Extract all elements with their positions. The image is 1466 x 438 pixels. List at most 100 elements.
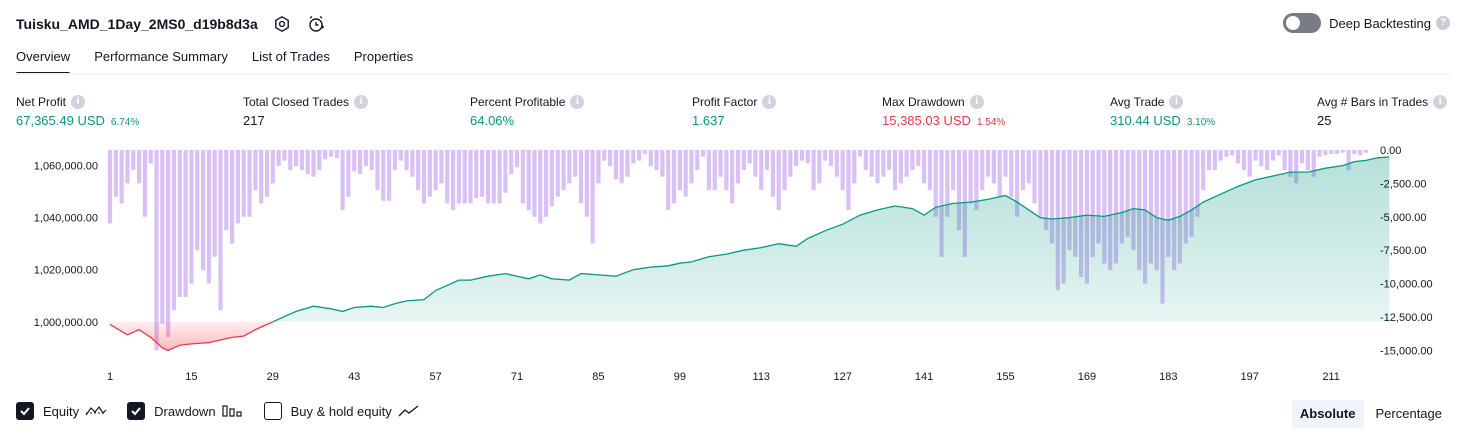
metric-value: 15,385.03 USD bbox=[882, 113, 971, 128]
drawdown-bar bbox=[253, 150, 258, 191]
alarm-add-icon[interactable] bbox=[306, 14, 326, 34]
drawdown-bar bbox=[584, 150, 589, 217]
drawdown-bar bbox=[416, 150, 421, 191]
info-icon[interactable]: i bbox=[762, 95, 777, 109]
drawdown-bar bbox=[858, 150, 863, 157]
tab-list-of-trades[interactable]: List of Trades bbox=[251, 49, 330, 64]
x-tick: 141 bbox=[915, 371, 933, 383]
drawdown-bar bbox=[828, 150, 834, 167]
drawdown-bar bbox=[532, 150, 537, 217]
drawdown-bar bbox=[549, 150, 555, 207]
drawdown-bar bbox=[410, 150, 415, 177]
help-icon[interactable]: ? bbox=[1436, 16, 1450, 30]
info-icon[interactable]: i bbox=[71, 95, 86, 109]
metric-value: 310.44 USD bbox=[1110, 113, 1181, 128]
metric-value: 217 bbox=[243, 113, 265, 128]
drawdown-bar bbox=[387, 150, 392, 201]
y-tick-right: -10,000.00 bbox=[1380, 279, 1433, 291]
checkbox-box bbox=[127, 402, 146, 420]
settings-icon[interactable] bbox=[272, 14, 292, 34]
drawdown-bar bbox=[1125, 150, 1130, 237]
absolute-button[interactable]: Absolute bbox=[1291, 400, 1364, 428]
drawdown-bar bbox=[1294, 150, 1299, 184]
drawdown-bar bbox=[1311, 150, 1316, 177]
drawdown-bar bbox=[910, 150, 915, 171]
drawdown-bar bbox=[1189, 150, 1194, 237]
drawdown-bar bbox=[1334, 150, 1340, 155]
equity-checkbox[interactable]: Equity bbox=[16, 402, 107, 420]
tab-bar: Overview Performance Summary List of Tra… bbox=[16, 46, 437, 75]
metric-value: 1.637 bbox=[692, 113, 725, 128]
drawdown-bar bbox=[154, 150, 159, 351]
drawdown-bar bbox=[706, 150, 712, 191]
info-icon[interactable]: i bbox=[1169, 95, 1184, 109]
drawdown-bar bbox=[398, 150, 403, 161]
x-tick: 211 bbox=[1322, 371, 1340, 383]
metric-label: Profit Factor bbox=[692, 95, 758, 109]
equity-series bbox=[109, 156, 1390, 352]
drawdown-bar bbox=[357, 150, 363, 175]
toggle-knob bbox=[1286, 16, 1301, 30]
drawdown-bar bbox=[218, 150, 223, 311]
drawdown-bar bbox=[445, 150, 450, 204]
drawdown-bar bbox=[503, 150, 508, 193]
drawdown-bar bbox=[869, 150, 874, 177]
tab-properties[interactable]: Properties bbox=[353, 49, 414, 64]
drawdown-bar bbox=[875, 150, 880, 184]
info-icon[interactable]: i bbox=[1433, 95, 1448, 109]
drawdown-bar bbox=[276, 150, 281, 167]
drawdown-bar bbox=[1148, 150, 1153, 264]
drawdown-bar bbox=[695, 150, 700, 171]
drawdown-bar bbox=[1183, 150, 1188, 244]
drawdown-bar bbox=[328, 150, 334, 157]
drawdown-bar bbox=[782, 150, 787, 191]
drawdown-bar bbox=[1241, 150, 1246, 171]
x-tick: 57 bbox=[429, 371, 441, 383]
metric-value: 25 bbox=[1317, 113, 1332, 128]
drawdown-bar bbox=[1329, 150, 1334, 155]
percentage-button[interactable]: Percentage bbox=[1375, 406, 1443, 421]
drawdown-bar bbox=[1235, 150, 1241, 164]
info-icon[interactable]: i bbox=[570, 95, 585, 109]
drawdown-bar bbox=[363, 150, 368, 167]
drawdown-bar bbox=[171, 150, 177, 311]
metric-max-drawdown: Max Drawdown i 15,385.03 USD 1.54% bbox=[882, 94, 1005, 130]
drawdown-bar bbox=[427, 150, 432, 197]
drawdown-bar bbox=[974, 150, 979, 211]
drawdown-bar bbox=[898, 150, 903, 184]
x-tick: 43 bbox=[348, 371, 360, 383]
drawdown-bar bbox=[846, 150, 851, 211]
y-tick-right: 0.00 bbox=[1380, 145, 1401, 157]
equity-line-positive bbox=[272, 156, 1390, 323]
drawdown-bar bbox=[119, 150, 124, 204]
drawdown-bar bbox=[1067, 150, 1072, 251]
drawdown-bar bbox=[1049, 150, 1055, 244]
tab-overview[interactable]: Overview bbox=[16, 46, 71, 75]
x-tick: 85 bbox=[592, 371, 604, 383]
metric-total-closed-trades: Total Closed Trades i 217 bbox=[243, 94, 369, 130]
deep-backtesting-toggle[interactable] bbox=[1283, 13, 1322, 33]
drawdown-bar bbox=[1265, 150, 1270, 171]
drawdown-bar bbox=[887, 150, 892, 171]
drawdown-bar bbox=[480, 150, 485, 197]
drawdown-bar bbox=[794, 150, 799, 167]
metric-net-profit: Net Profit i 67,365.49 USD 6.74% bbox=[16, 94, 139, 130]
equity-drawdown-chart[interactable]: 1,060,000.00 1,040,000.00 1,020,000.00 1,00… bbox=[0, 140, 1466, 398]
buy-hold-line-icon bbox=[398, 404, 420, 418]
drawdown-bar bbox=[1090, 150, 1095, 257]
buy-hold-checkbox[interactable]: Buy & hold equity bbox=[263, 402, 420, 420]
drawdown-checkbox[interactable]: Drawdown bbox=[127, 402, 243, 420]
drawdown-bar bbox=[1073, 150, 1078, 257]
metric-label: Avg # Bars in Trades bbox=[1317, 95, 1429, 109]
drawdown-bar bbox=[166, 150, 171, 337]
drawdown-bar bbox=[1154, 150, 1159, 271]
drawdown-bar bbox=[381, 150, 386, 201]
drawdown-bar bbox=[567, 150, 572, 184]
drawdown-bar bbox=[1195, 150, 1200, 217]
drawdown-bar bbox=[200, 150, 206, 271]
drawdown-bar bbox=[352, 150, 357, 172]
info-icon[interactable]: i bbox=[354, 95, 369, 109]
tab-performance-summary[interactable]: Performance Summary bbox=[94, 49, 228, 64]
drawdown-bar bbox=[602, 150, 607, 161]
info-icon[interactable]: i bbox=[969, 95, 984, 109]
